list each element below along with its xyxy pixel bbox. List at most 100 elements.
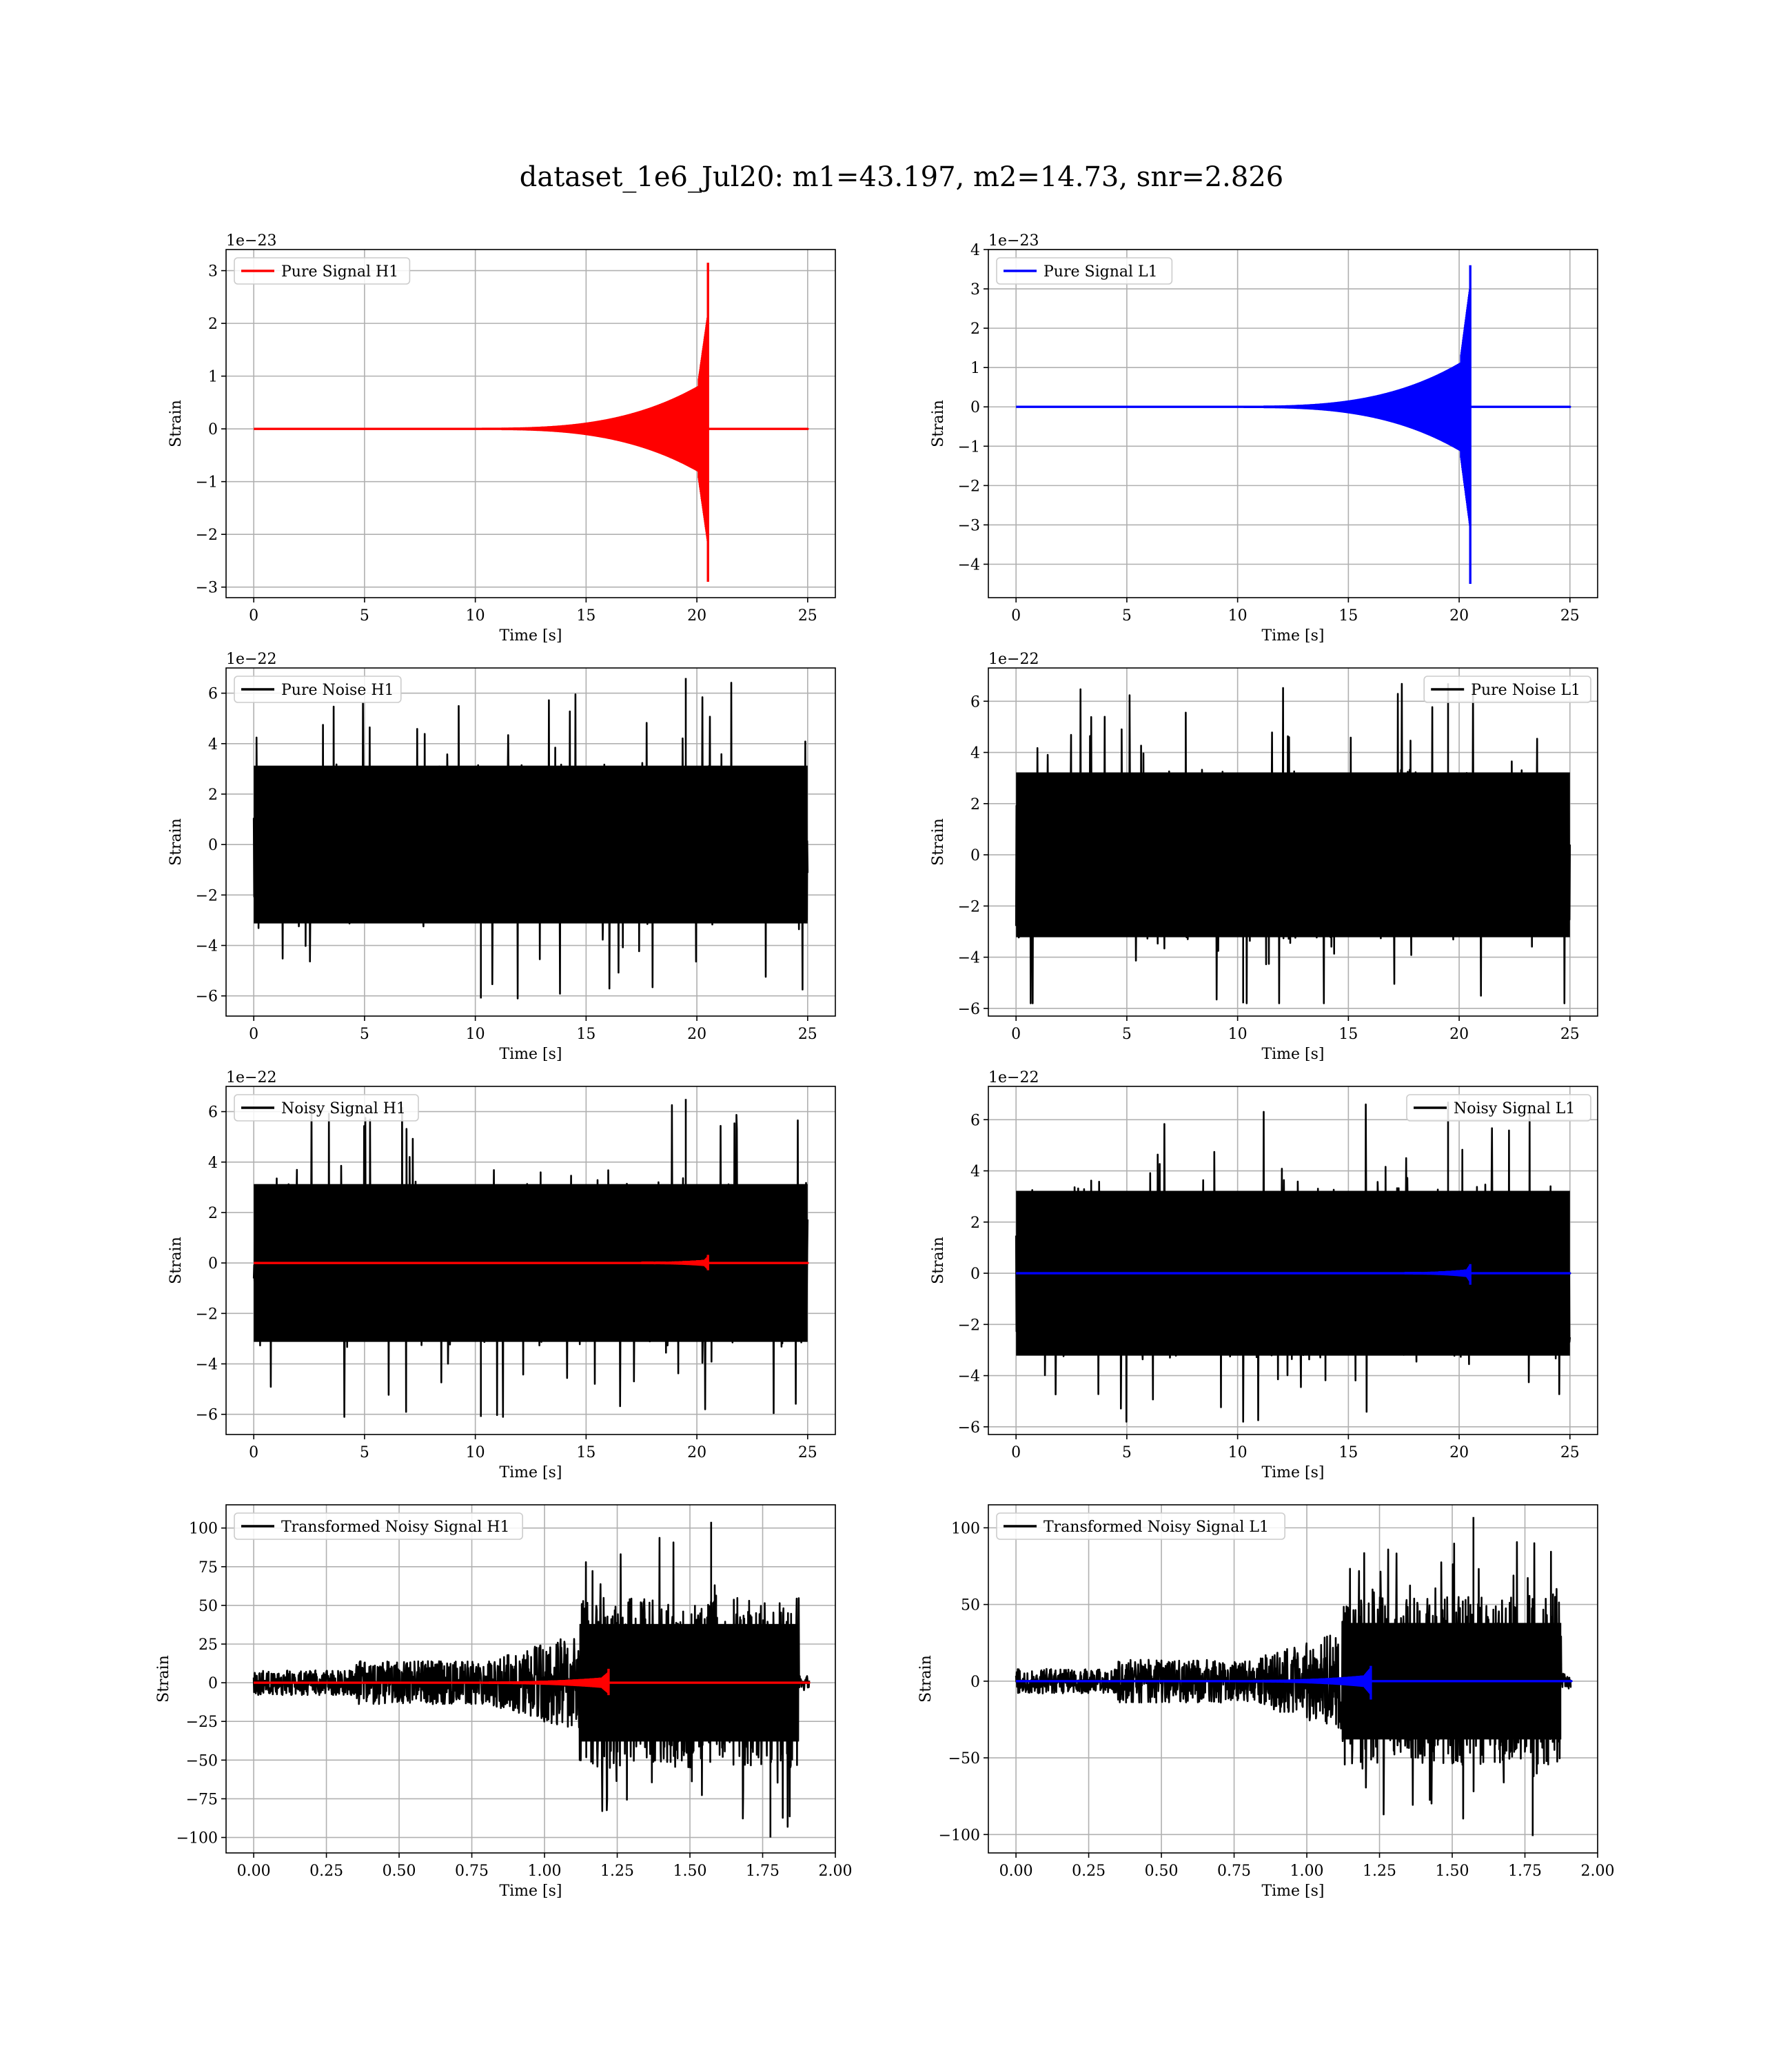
y-tick-label: −4: [196, 1357, 218, 1374]
y-tick-label: −1: [196, 474, 218, 491]
x-tick-label: 15: [576, 1026, 595, 1043]
subplot-transformed-noisy-signal-h1: 0.00 0.25 0.50 0.75 1.00 1.25 1.50 1.75 2.00 −100…: [155, 1504, 852, 1900]
x-axis-label: Time [s]: [499, 1046, 562, 1063]
axes-frame: [988, 667, 1598, 1017]
x-axis-label: Time [s]: [499, 1883, 562, 1900]
series-line-transformed-pure-signal-h1: [254, 1668, 811, 1696]
legend-label: Noisy Signal L1: [1454, 1100, 1575, 1117]
y-tick-label: −4: [196, 938, 218, 955]
offset-text: 1e−23: [988, 232, 1039, 250]
series-line-pure-signal-h1: [254, 1255, 809, 1270]
y-tick-label: 4: [208, 1155, 218, 1172]
y-tick-label: 0: [208, 1675, 218, 1692]
y-tick-label: −3: [958, 517, 980, 534]
x-tick-label: 5: [1122, 607, 1132, 625]
x-tick-label: 1.00: [528, 1863, 562, 1880]
y-tick-label: 0: [970, 847, 980, 864]
legend-label: Noisy Signal H1: [281, 1100, 406, 1117]
y-tick-label: 50: [198, 1598, 218, 1615]
y-tick-label: 3: [208, 263, 218, 281]
x-tick-label: 0.75: [1217, 1863, 1251, 1880]
x-tick-label: 1.00: [1290, 1863, 1324, 1880]
y-tick-label: 6: [970, 693, 980, 711]
x-tick-label: 10: [1228, 607, 1248, 625]
y-tick-label: 50: [961, 1597, 980, 1614]
y-tick-label: 4: [970, 242, 980, 259]
y-tick-label: 25: [198, 1636, 218, 1654]
y-axis-label: Strain: [930, 1237, 947, 1284]
y-axis-label: Strain: [917, 1655, 935, 1703]
axes-frame: [988, 249, 1598, 598]
y-tick-label: −2: [196, 1306, 218, 1323]
subplot-pure-noise-h1: 0 5 10 15 20 25 −6 −4 −2 0 2 4 6 Time [s] Strain 1e−22 P…: [167, 651, 836, 1063]
legend: Transformed Noisy Signal H1: [234, 1512, 524, 1540]
legend-label: Transformed Noisy Signal H1: [281, 1519, 510, 1536]
y-tick-label: −50: [948, 1750, 980, 1767]
subplot-pure-signal-h1: 0 5 10 15 20 25 −3 −2 −1 0 1 2 3 Time [s] Strain 1e−23 P…: [167, 232, 836, 645]
x-tick-label: 25: [798, 1444, 817, 1461]
legend-label: Pure Signal H1: [281, 263, 398, 281]
y-axis-label: Strain: [167, 400, 185, 447]
series-line-noisy-signal-l1: [1015, 1102, 1571, 1423]
legend: Pure Signal H1: [234, 257, 411, 285]
x-tick-label: 25: [798, 607, 817, 625]
x-tick-label: 0.25: [309, 1863, 343, 1880]
x-tick-label: 1.50: [673, 1863, 707, 1880]
y-tick-label: 3: [970, 281, 980, 298]
x-tick-label: 0: [249, 607, 258, 625]
subplot-noisy-signal-l1: 0 5 10 15 20 25 −6 −4 −2 0 2 4 6 Time [s] Strain 1e−22 N…: [930, 1069, 1598, 1481]
x-tick-label: 0: [1011, 607, 1021, 625]
x-tick-label: 0.50: [383, 1863, 416, 1880]
x-tick-label: 20: [1449, 1444, 1469, 1461]
y-tick-label: 4: [970, 745, 980, 762]
legend: Pure Noise L1: [1423, 676, 1591, 703]
y-tick-label: −100: [939, 1827, 980, 1844]
y-tick-label: 2: [208, 316, 218, 333]
x-tick-label: 15: [576, 607, 595, 625]
series-line-noisy-signal-h1: [252, 1099, 809, 1418]
y-tick-label: −2: [196, 887, 218, 904]
y-tick-label: 1: [208, 369, 218, 386]
y-tick-label: 1: [970, 360, 980, 377]
x-tick-label: 2.00: [1581, 1863, 1615, 1880]
x-tick-label: 20: [687, 607, 706, 625]
x-axis-label: Time [s]: [1261, 1464, 1324, 1481]
x-tick-label: 5: [360, 1026, 369, 1043]
series-line-pure-noise-h1: [252, 678, 809, 1000]
figure-title: dataset_1e6_Jul20: m1=43.197, m2=14.73, …: [520, 161, 1283, 193]
y-tick-label: 2: [970, 1215, 980, 1232]
y-tick-label: 4: [970, 1164, 980, 1181]
legend: Noisy Signal L1: [1406, 1094, 1591, 1122]
y-tick-label: 0: [208, 421, 218, 438]
series-line-pure-signal-l1: [1016, 265, 1571, 584]
x-tick-label: 0.00: [237, 1863, 271, 1880]
x-tick-label: 15: [1338, 1026, 1358, 1043]
x-tick-label: 20: [687, 1026, 706, 1043]
y-axis-label: Strain: [167, 1237, 185, 1284]
y-tick-label: −4: [958, 556, 980, 574]
axes-frame: [225, 249, 836, 598]
x-tick-label: 25: [798, 1026, 817, 1043]
x-tick-label: 20: [1449, 607, 1469, 625]
x-tick-label: 15: [1338, 1444, 1358, 1461]
axes-frame: [988, 1086, 1598, 1435]
y-tick-label: −3: [196, 580, 218, 597]
offset-text: 1e−23: [226, 232, 276, 250]
legend-label: Transformed Noisy Signal L1: [1043, 1519, 1269, 1536]
x-tick-label: 0: [249, 1444, 258, 1461]
y-tick-label: −4: [958, 1368, 980, 1386]
y-tick-label: −2: [958, 898, 980, 915]
y-tick-label: 0: [970, 399, 980, 416]
x-axis-label: Time [s]: [1261, 1046, 1324, 1063]
y-tick-label: 100: [189, 1521, 218, 1538]
x-tick-label: 20: [687, 1444, 706, 1461]
y-tick-label: 0: [970, 1674, 980, 1691]
x-tick-label: 10: [466, 1026, 485, 1043]
y-tick-label: 6: [208, 1104, 218, 1122]
axes-frame: [225, 667, 836, 1017]
x-tick-label: 25: [1560, 607, 1580, 625]
y-tick-label: −6: [196, 989, 218, 1006]
y-axis-label: Strain: [167, 818, 185, 866]
